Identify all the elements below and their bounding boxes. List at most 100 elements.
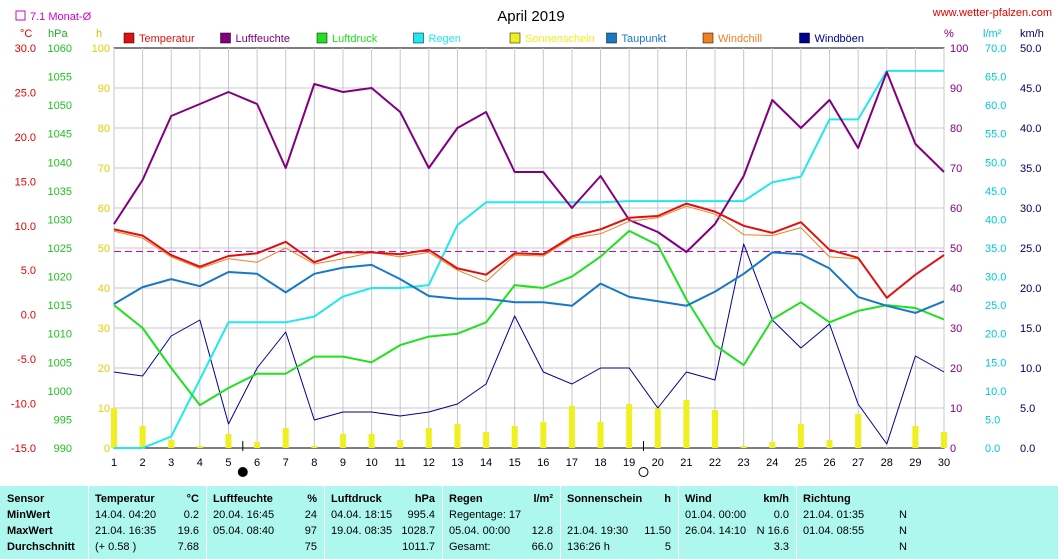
legend-swatch (220, 32, 231, 44)
stats-header: Temperatur (95, 493, 155, 505)
x-tick-label: 6 (254, 457, 260, 469)
stats-value: 19.6 (177, 525, 199, 537)
stats-value: 0.0 (773, 509, 789, 521)
stats-value: 136:26 h (567, 541, 610, 553)
temp-tick-label: 25.0 (15, 87, 36, 99)
sunshine-bar (740, 446, 747, 448)
x-tick-label: 13 (451, 457, 463, 469)
stats-value: 97 (304, 525, 317, 537)
stats-row-label: MinWert (7, 509, 51, 521)
stats-value: 0.2 (183, 509, 199, 521)
stats-value: 66.0 (531, 541, 553, 553)
stats-value: 26.04. 14:10 (685, 525, 747, 537)
sunshine-bar (540, 422, 547, 448)
unit-temp: °C (20, 28, 32, 40)
x-tick-label: 21 (680, 457, 692, 469)
x-tick-label: 15 (509, 457, 521, 469)
rain-tick-label: 70.0 (985, 43, 1006, 55)
rain-tick-label: 15.0 (985, 357, 1006, 369)
wind-tick-label: 40.0 (1020, 123, 1041, 135)
rain-tick-label: 25.0 (985, 300, 1006, 312)
pressure-tick-label: 990 (54, 443, 72, 455)
x-tick-label: 1 (111, 457, 117, 469)
sunshine-bar (826, 440, 833, 448)
legend-label: Luftdruck (332, 33, 378, 45)
legend: Temperatur Luftfeuchte Luftdruck Regen Sonne… (123, 32, 865, 45)
x-tick-label: 7 (283, 457, 289, 469)
stats-value: 7.68 (177, 541, 199, 553)
sunshine-bar (111, 408, 117, 448)
rain-tick-label: 5.0 (985, 414, 1000, 426)
wind-tick-label: 5.0 (1020, 403, 1035, 415)
sunshine-bar (912, 426, 919, 448)
temp-tick-label: 15.0 (15, 176, 36, 188)
pressure-tick-label: 1035 (48, 186, 72, 198)
hours-tick-label: 60 (98, 203, 110, 215)
sunshine-bar (368, 434, 375, 448)
temp-tick-label: -10.0 (11, 399, 36, 411)
x-tick-label: 19 (623, 457, 635, 469)
stats-unit: h (664, 493, 671, 505)
series-line-windchill (113, 205, 945, 299)
stats-value: 01.04. 00:00 (685, 509, 747, 521)
stats-value: 3.3 (773, 541, 789, 553)
legend-label: Taupunkt (622, 33, 667, 45)
series-line-regen (114, 69, 944, 449)
temp-tick-label: 30.0 (15, 43, 36, 55)
stats-value: 12.8 (531, 525, 553, 537)
rain-tick-label: 65.0 (985, 72, 1006, 84)
site-url: www.wetter-pfalzen.com (932, 7, 1052, 19)
stats-value: N (899, 541, 907, 553)
temp-tick-label: 0.0 (21, 310, 36, 322)
wind-tick-label: 0.0 (1020, 443, 1035, 455)
x-tick-label: 9 (340, 457, 346, 469)
weather-chart: April 2019 www.wetter-pfalzen.com 7.1 Mo… (11, 7, 1052, 477)
legend-label: Windböen (815, 33, 865, 45)
pressure-tick-label: 1010 (48, 329, 72, 341)
wind-tick-label: 20.0 (1020, 283, 1041, 295)
x-tick-label: 24 (766, 457, 778, 469)
series-line-windböen (113, 243, 945, 445)
x-tick-label: 4 (197, 457, 203, 469)
x-tick-label: 12 (423, 457, 435, 469)
legend-label: Luftfeuchte (236, 33, 290, 45)
legend-label: Regen (429, 33, 461, 45)
series-line-temperatur (113, 202, 945, 299)
rain-tick-label: 20.0 (985, 329, 1006, 341)
stats-value: 20.04. 16:45 (213, 509, 275, 521)
stats-panel: Sensor MinWert MaxWert Durchschnitt Temperat… (0, 486, 1058, 559)
unit-hours: h (96, 28, 102, 40)
legend-swatch (413, 32, 424, 44)
wind-tick-label: 30.0 (1020, 203, 1041, 215)
wind-tick-label: 35.0 (1020, 163, 1041, 175)
stats-row-label: Durchschnitt (7, 541, 75, 553)
sunshine-bar (311, 446, 318, 448)
stats-unit: % (307, 493, 317, 505)
humidity-tick-label: 90 (950, 83, 962, 95)
pressure-tick-label: 1005 (48, 357, 72, 369)
sunshine-bar (483, 432, 490, 448)
sunshine-bar (254, 442, 261, 448)
rain-tick-label: 35.0 (985, 243, 1006, 255)
x-tick-label: 30 (938, 457, 950, 469)
stats-row-label: MaxWert (7, 525, 53, 537)
stats-header: Regen (449, 493, 483, 505)
legend-swatch (123, 32, 135, 44)
humidity-tick-label: 100 (950, 43, 968, 55)
sunshine-bar (941, 432, 947, 448)
humidity-tick-label: 80 (950, 123, 962, 135)
unit-humidity: % (944, 28, 954, 40)
stats-value: 11.50 (644, 525, 671, 537)
sunshine-bar (654, 408, 661, 448)
x-tick-label: 14 (480, 457, 492, 469)
stats-column: Richtung 21.04. 01:35 N 01.04. 08:55 N N (796, 486, 915, 559)
x-tick-label: 23 (738, 457, 750, 469)
sunshine-bar (855, 414, 862, 448)
rain-tick-label: 30.0 (985, 272, 1006, 284)
series-line-luftfeuchte (113, 71, 945, 253)
rain-tick-label: 55.0 (985, 129, 1006, 141)
sunshine-bar (139, 426, 146, 448)
stats-value: 05.04. 00:00 (449, 525, 511, 537)
hours-tick-label: 90 (98, 83, 110, 95)
unit-pressure: hPa (48, 28, 68, 40)
